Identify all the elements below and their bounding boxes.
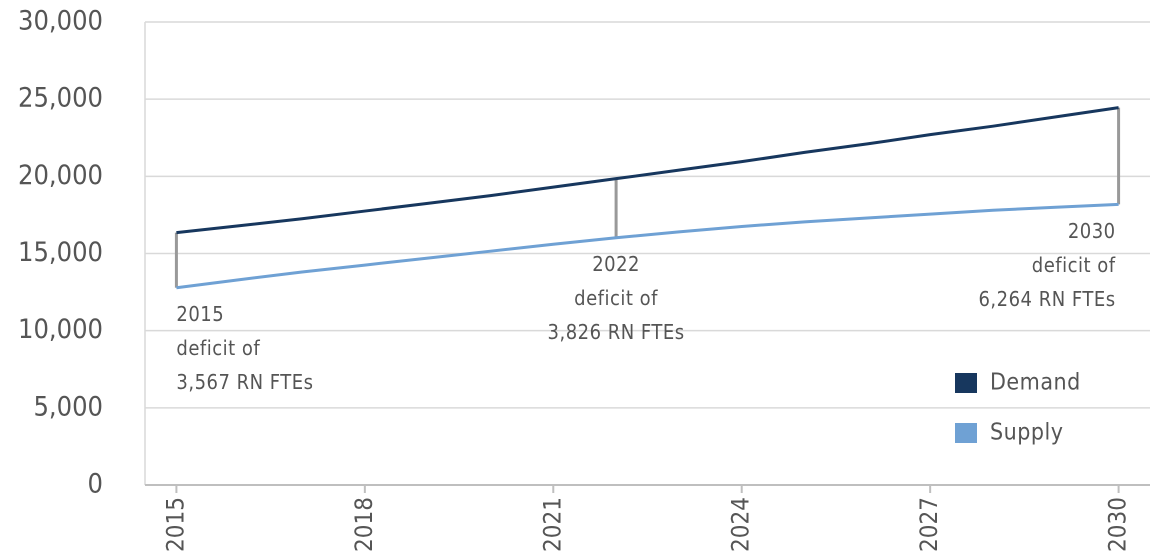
x-tick-label: 2030: [1104, 497, 1132, 552]
y-tick-label: 15,000: [18, 237, 103, 268]
y-tick-label: 20,000: [18, 160, 103, 191]
annotation-text: 3,826 RN FTEs: [548, 320, 685, 344]
annotation-text: 2015: [176, 302, 224, 326]
y-tick-label: 25,000: [18, 83, 103, 114]
x-tick-label: 2027: [915, 497, 943, 552]
line-demand: [176, 106, 1119, 235]
annotation-text: 2030: [1068, 219, 1116, 243]
y-tick-label: 30,000: [18, 6, 103, 37]
x-tick-label: 2024: [727, 497, 755, 552]
x-tick-label: 2015: [161, 497, 189, 552]
x-tick-label: 2021: [538, 497, 566, 552]
annotation-text: deficit of: [574, 286, 658, 310]
x-tick-label: 2018: [350, 497, 378, 552]
y-tick-label: 10,000: [18, 314, 103, 345]
line-supply: [176, 202, 1119, 290]
legend-label: Supply: [990, 420, 1064, 446]
legend-swatch: [955, 373, 977, 393]
legend-swatch: [955, 423, 977, 443]
y-tick-label: 5,000: [33, 391, 103, 422]
annotation-text: deficit of: [1032, 253, 1116, 277]
legend-label: Demand: [990, 370, 1081, 396]
y-tick-label: 0: [88, 469, 103, 500]
annotation-text: 2022: [592, 252, 640, 276]
annotation-text: deficit of: [176, 336, 260, 360]
annotation-text: 6,264 RN FTEs: [978, 287, 1115, 311]
annotation-text: 3,567 RN FTEs: [176, 370, 313, 394]
